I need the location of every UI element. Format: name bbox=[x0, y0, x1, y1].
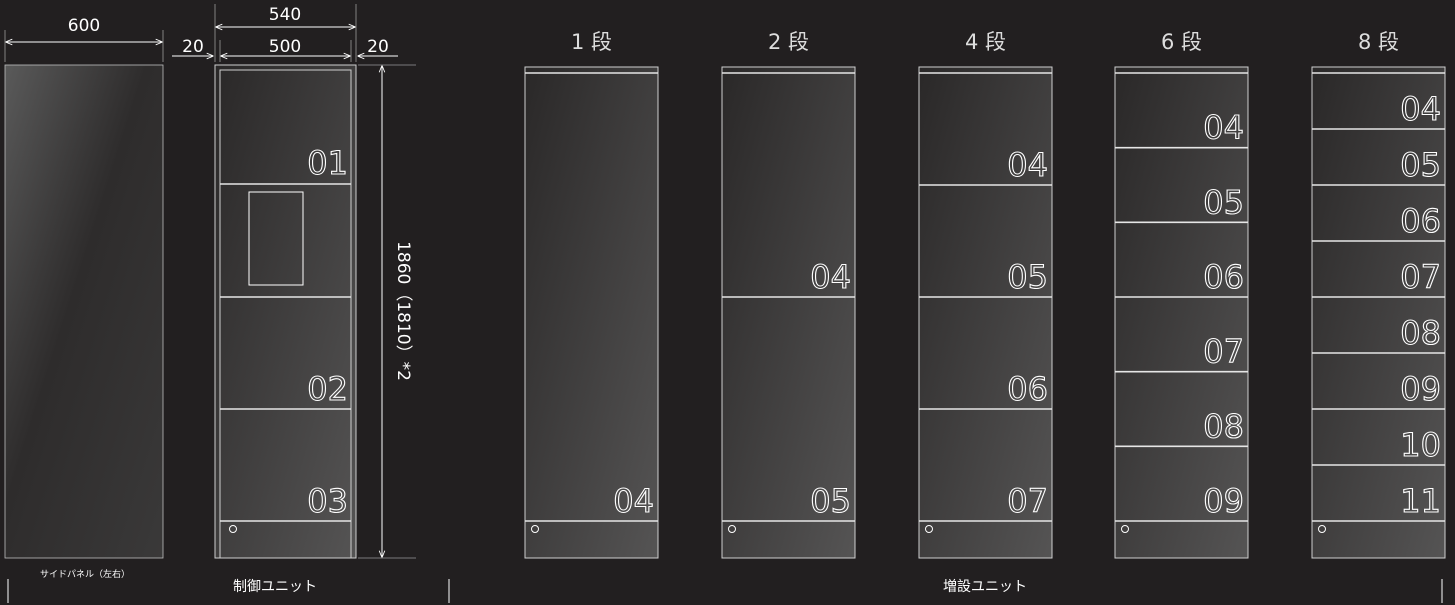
side-panel: サイドパネル（左右） bbox=[4, 64, 164, 580]
extension-unit-body bbox=[1311, 66, 1446, 559]
keyhole-icon bbox=[728, 525, 736, 533]
extension-unit: 04 05 06 07 4 段 bbox=[918, 30, 1053, 559]
dimension-height: 1860（1810）*2 bbox=[358, 64, 416, 559]
dimension-label-600: 600 bbox=[68, 16, 100, 36]
keyhole-icon bbox=[1318, 525, 1326, 533]
control-unit-caption: 制御ユニット bbox=[233, 579, 317, 595]
unit-tier-header: 8 段 bbox=[1358, 30, 1399, 54]
extension-unit: 04 05 06 07 08 09 6 段 bbox=[1114, 30, 1249, 559]
slot-number: 03 bbox=[307, 482, 348, 520]
slot-number: 01 bbox=[307, 144, 348, 182]
slot-number: 09 bbox=[1203, 482, 1244, 520]
slot-number: 02 bbox=[307, 370, 348, 408]
slot-number: 06 bbox=[1007, 370, 1048, 408]
control-unit-caption-group: 制御ユニット bbox=[7, 579, 450, 603]
keyhole-icon bbox=[1121, 525, 1129, 533]
slot-number: 08 bbox=[1203, 407, 1244, 445]
extension-unit: 04 05 06 07 08 09 10 11 8 段 bbox=[1311, 30, 1446, 559]
slot-number: 06 bbox=[1400, 202, 1441, 240]
slot-number: 11 bbox=[1400, 482, 1441, 520]
keyhole-icon bbox=[925, 525, 933, 533]
slot-number: 04 bbox=[810, 258, 851, 296]
control-panel-screen bbox=[248, 191, 304, 286]
slot-number: 04 bbox=[613, 482, 654, 520]
dimension-label-height: 1860（1810）*2 bbox=[393, 241, 413, 381]
dimension-side-panel-width: 600 bbox=[4, 16, 164, 62]
extension-unit: 04 05 2 段 bbox=[721, 30, 856, 559]
slot-number: 09 bbox=[1400, 370, 1441, 408]
dimension-label-540: 540 bbox=[269, 5, 301, 25]
extension-unit-body bbox=[918, 66, 1053, 559]
slot-number: 08 bbox=[1400, 314, 1441, 352]
slot-number: 07 bbox=[1007, 482, 1048, 520]
slot-number: 06 bbox=[1203, 258, 1244, 296]
dimension-label-20-left: 20 bbox=[182, 37, 204, 57]
extension-unit: 04 1 段 bbox=[524, 30, 659, 559]
extension-caption-group: 増設ユニット bbox=[943, 579, 1443, 603]
extension-unit-caption: 増設ユニット bbox=[943, 579, 1027, 595]
slot-number: 04 bbox=[1007, 146, 1048, 184]
slot-number: 05 bbox=[810, 482, 851, 520]
slot-number: 10 bbox=[1400, 426, 1441, 464]
control-unit: 01 02 03 bbox=[214, 64, 357, 559]
slot-number: 04 bbox=[1400, 90, 1441, 128]
unit-tier-header: 2 段 bbox=[768, 30, 809, 54]
extension-unit-body bbox=[524, 66, 659, 559]
control-unit-inner bbox=[219, 69, 352, 559]
slot-number: 07 bbox=[1400, 258, 1441, 296]
slot-number: 05 bbox=[1400, 146, 1441, 184]
keyhole-icon bbox=[229, 525, 237, 533]
dimension-unit-width: 540 500 20 20 bbox=[172, 4, 398, 62]
control-unit-body bbox=[214, 64, 357, 559]
side-panel-body bbox=[4, 64, 164, 559]
unit-tier-header: 4 段 bbox=[965, 30, 1006, 54]
keyhole-icon bbox=[531, 525, 539, 533]
side-panel-caption: サイドパネル（左右） bbox=[40, 568, 130, 580]
unit-tier-header: 6 段 bbox=[1161, 30, 1202, 54]
unit-tier-header: 1 段 bbox=[571, 30, 612, 54]
extension-unit-body bbox=[1114, 66, 1249, 559]
dimension-label-20-right: 20 bbox=[367, 37, 389, 57]
slot-number: 05 bbox=[1007, 258, 1048, 296]
slot-number: 07 bbox=[1203, 333, 1244, 371]
slot-number: 04 bbox=[1203, 109, 1244, 147]
extension-unit-body bbox=[721, 66, 856, 559]
dimension-label-500: 500 bbox=[269, 37, 301, 57]
slot-number: 05 bbox=[1203, 183, 1244, 221]
